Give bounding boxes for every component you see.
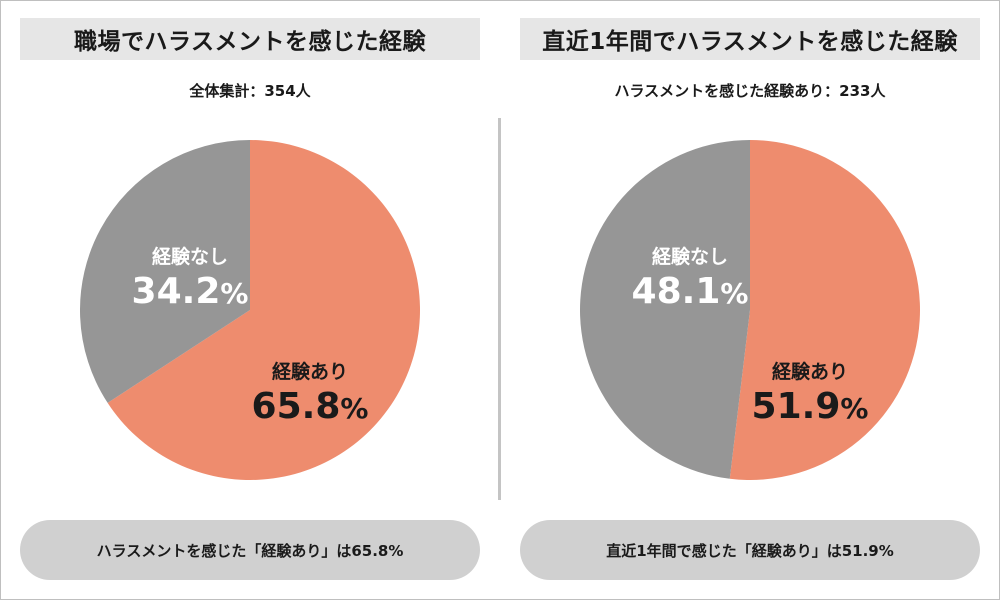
chart-subtitle: 全体集計：354人: [189, 82, 311, 100]
panel-recent-year: 直近1年間でハラスメントを感じた経験 ハラスメントを感じた経験あり：233人 経…: [520, 0, 980, 600]
slice-no: [580, 140, 750, 479]
chart-subtitle: ハラスメントを感じた経験あり：233人: [614, 82, 886, 100]
panel-workplace: 職場でハラスメントを感じた経験 全体集計：354人 経験なし 34.2% 経験あ…: [20, 0, 480, 600]
no-value: 34.2%: [132, 271, 249, 312]
yes-value: 51.9%: [752, 386, 869, 427]
chart-title: 職場でハラスメントを感じた経験: [20, 18, 480, 60]
yes-label: 経験あり: [772, 360, 848, 383]
slice-yes: [107, 140, 420, 480]
pie-chart: 経験なし 34.2% 経験あり 65.8%: [80, 140, 420, 480]
summary-pill: 直近1年間で感じた「経験あり」は51.9%: [520, 520, 980, 580]
summary-pill: ハラスメントを感じた「経験あり」は65.8%: [20, 520, 480, 580]
slice-no: [80, 140, 251, 403]
yes-label: 経験あり: [272, 360, 348, 383]
panel-divider: [498, 118, 501, 500]
yes-value: 65.8%: [252, 386, 369, 427]
slice-yes: [729, 140, 920, 480]
pie-chart: 経験なし 48.1% 経験あり 51.9%: [580, 140, 920, 480]
chart-title: 直近1年間でハラスメントを感じた経験: [520, 18, 980, 60]
no-label: 経験なし: [152, 245, 228, 268]
no-value: 48.1%: [632, 271, 749, 312]
no-label: 経験なし: [652, 245, 728, 268]
